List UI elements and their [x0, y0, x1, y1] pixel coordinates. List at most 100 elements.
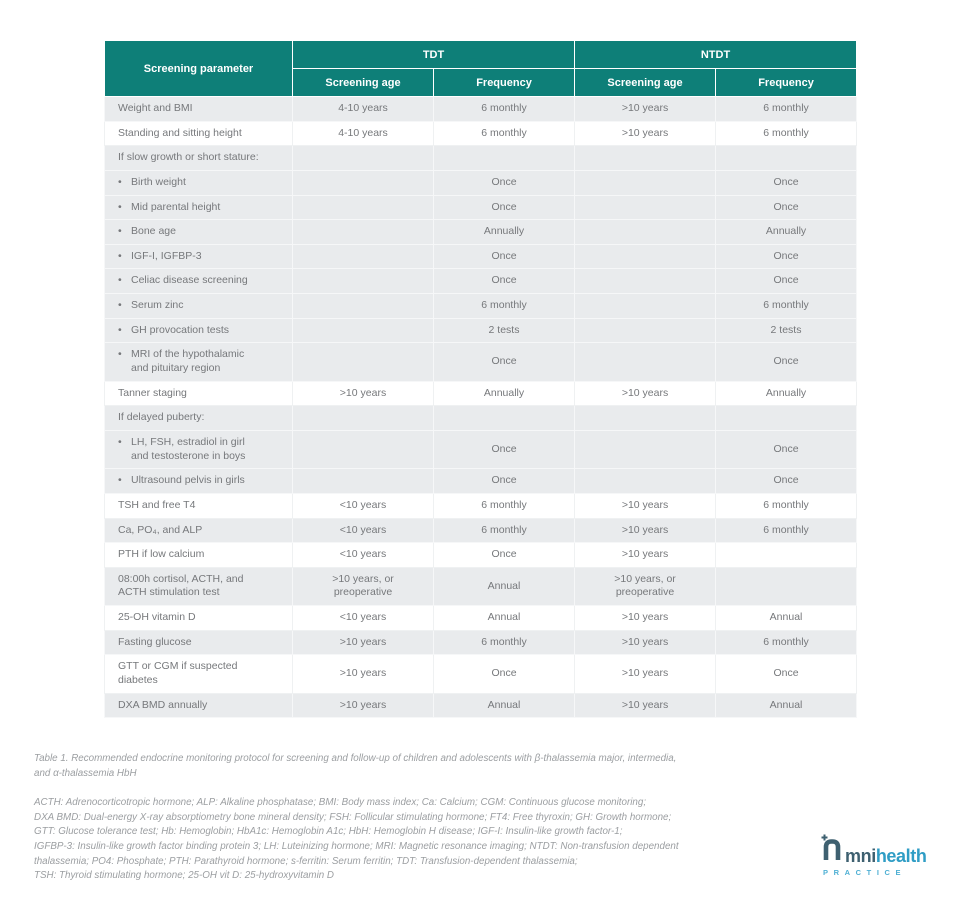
ntdt-frequency-cell: 2 tests [715, 317, 858, 344]
ntdt-screening-age-cell: >10 years [574, 605, 717, 631]
parameter-cell: • Weight and BMI [104, 96, 293, 122]
tdt-screening-age-cell [292, 243, 434, 270]
ntdt-frequency-cell: Once [715, 429, 858, 470]
parameter-label: Standing and sitting height [118, 126, 242, 139]
header-group-ntdt: NTDT [574, 40, 858, 69]
tdt-frequency-cell: Annually [432, 219, 576, 245]
tdt-screening-age-cell [292, 342, 434, 382]
table-row: • 08:00h cortisol, ACTH, and ACTH stimul… [104, 566, 858, 607]
ntdt-screening-age-cell: >10 years [574, 492, 717, 519]
table-row: • Serum zinc 6 monthly 6 monthly [104, 293, 858, 319]
ntdt-frequency-cell: 6 monthly [715, 293, 858, 319]
parameter-label: Serum zinc [131, 299, 184, 312]
tdt-frequency-cell: Once [432, 429, 576, 470]
parameter-label: Fasting glucose [118, 635, 192, 648]
ntdt-frequency-cell [715, 566, 858, 607]
tdt-frequency-cell: 6 monthly [432, 120, 576, 147]
tdt-frequency-cell: 6 monthly [432, 96, 576, 122]
tdt-frequency-cell [432, 145, 576, 171]
table-body: • Weight and BMI 4-10 years 6 monthly >1… [104, 96, 858, 719]
ntdt-screening-age-cell [574, 268, 717, 295]
tdt-screening-age-cell: <10 years [292, 517, 434, 544]
table-row: • Ultrasound pelvis in girls Once Once [104, 468, 858, 494]
ntdt-frequency-cell: 6 monthly [715, 517, 858, 544]
ntdt-frequency-cell: Once [715, 194, 858, 221]
table-row: • Standing and sitting height 4-10 years… [104, 120, 858, 147]
parameter-cell: • MRI of the hypothalamic and pituitary … [104, 342, 293, 382]
ntdt-frequency-cell [715, 405, 858, 431]
parameter-label: Birth weight [131, 175, 186, 188]
table-row: • Tanner staging >10 years Annually >10 … [104, 380, 858, 407]
tdt-frequency-cell: Annually [432, 380, 576, 407]
ntdt-frequency-cell: Once [715, 169, 858, 196]
parameter-cell: • Tanner staging [104, 380, 293, 407]
bullet-marker: • [118, 299, 122, 312]
ntdt-screening-age-cell [574, 243, 717, 270]
tdt-frequency-cell: Once [432, 194, 576, 221]
ntdt-screening-age-cell [574, 342, 717, 382]
ntdt-frequency-cell: 6 monthly [715, 120, 858, 147]
tdt-screening-age-cell: >10 years, or preoperative [292, 566, 434, 607]
parameter-cell: • DXA BMD annually [104, 692, 293, 719]
omega-plus-icon [820, 834, 844, 865]
header-screening-parameter: Screening parameter [104, 40, 293, 97]
table-header: Screening parameter TDT NTDT Screening a… [104, 40, 858, 97]
bullet-marker: • [118, 323, 122, 336]
header-ntdt-frequency: Frequency [715, 68, 858, 97]
ntdt-frequency-cell: Once [715, 468, 858, 494]
tdt-frequency-cell: Once [432, 542, 576, 568]
table-row: • DXA BMD annually >10 years Annual >10 … [104, 692, 858, 719]
header-group-tdt: TDT [291, 40, 576, 69]
table-row: • Celiac disease screening Once Once [104, 268, 858, 295]
table-row: • 25-OH vitamin D <10 years Annual >10 y… [104, 605, 858, 631]
ntdt-frequency-cell: 6 monthly [715, 629, 858, 656]
tdt-frequency-cell: Once [432, 468, 576, 494]
ntdt-frequency-cell [715, 145, 858, 171]
tdt-frequency-cell: Once [432, 654, 576, 694]
table-row: • If slow growth or short stature: [104, 145, 858, 171]
ntdt-frequency-cell: 6 monthly [715, 492, 858, 519]
parameter-label: Mid parental height [131, 200, 221, 213]
screening-table: Screening parameter TDT NTDT Screening a… [104, 40, 858, 719]
tdt-frequency-cell: 6 monthly [432, 517, 576, 544]
ntdt-screening-age-cell [574, 317, 717, 344]
bullet-marker: • [118, 274, 122, 287]
parameter-cell: • 08:00h cortisol, ACTH, and ACTH stimul… [104, 566, 293, 607]
parameter-label: PTH if low calcium [118, 548, 205, 561]
tdt-screening-age-cell [292, 145, 434, 171]
bullet-marker: • [118, 348, 122, 361]
parameter-cell: • LH, FSH, estradiol in girl and testost… [104, 429, 293, 470]
parameter-label: DXA BMD annually [118, 698, 208, 711]
tdt-screening-age-cell: 4-10 years [292, 120, 434, 147]
ntdt-screening-age-cell [574, 169, 717, 196]
ntdt-frequency-cell: 6 monthly [715, 96, 858, 122]
parameter-label: GTT or CGM if suspected diabetes [118, 660, 238, 687]
tdt-frequency-cell: Annual [432, 692, 576, 719]
ntdt-frequency-cell: Annual [715, 605, 858, 631]
header-ntdt-screening-age: Screening age [574, 68, 717, 97]
tdt-screening-age-cell: >10 years [292, 380, 434, 407]
table-row: • Fasting glucose >10 years 6 monthly >1… [104, 629, 858, 656]
ntdt-screening-age-cell: >10 years [574, 380, 717, 407]
parameter-label: 08:00h cortisol, ACTH, and ACTH stimulat… [118, 572, 244, 599]
parameter-cell: • Ca, PO₄, and ALP [104, 517, 293, 544]
header-tdt-frequency: Frequency [432, 68, 576, 97]
ntdt-screening-age-cell [574, 145, 717, 171]
parameter-cell: • Serum zinc [104, 293, 293, 319]
tdt-frequency-cell: 6 monthly [432, 629, 576, 656]
ntdt-screening-age-cell [574, 468, 717, 494]
parameter-cell: • GTT or CGM if suspected diabetes [104, 654, 293, 694]
tdt-frequency-cell [432, 405, 576, 431]
ntdt-screening-age-cell [574, 194, 717, 221]
tdt-screening-age-cell: >10 years [292, 692, 434, 719]
tdt-frequency-cell: Annual [432, 566, 576, 607]
parameter-cell: • Bone age [104, 219, 293, 245]
tdt-frequency-cell: Once [432, 243, 576, 270]
ntdt-frequency-cell: Once [715, 342, 858, 382]
table-row: • Mid parental height Once Once [104, 194, 858, 221]
bullet-marker: • [118, 200, 122, 213]
tdt-frequency-cell: 6 monthly [432, 293, 576, 319]
ntdt-screening-age-cell: >10 years [574, 542, 717, 568]
table-row: • PTH if low calcium <10 years Once >10 … [104, 542, 858, 568]
parameter-cell: • GH provocation tests [104, 317, 293, 344]
